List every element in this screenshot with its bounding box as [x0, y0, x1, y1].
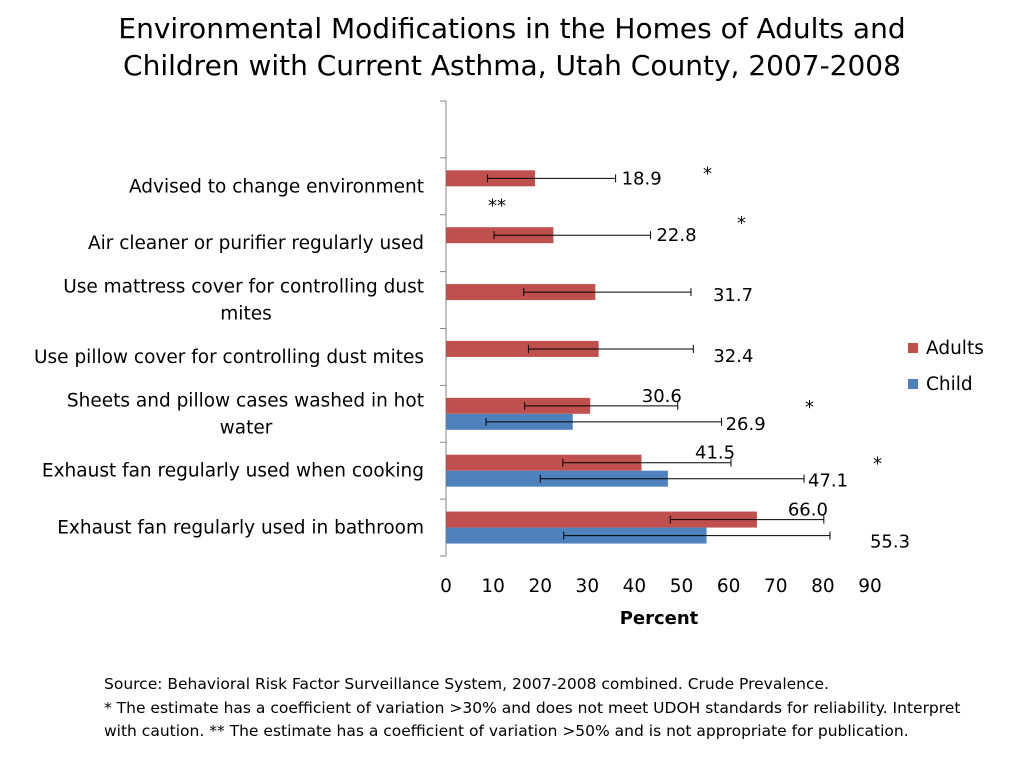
bar-adults [446, 454, 642, 471]
legend-label-child: Child [926, 374, 973, 395]
category-label: Air cleaner or purifier regularly used [88, 233, 424, 254]
x-tick-label: 50 [670, 576, 694, 597]
data-label-child: 55.3 [870, 532, 910, 553]
category-label: Exhaust fan regularly used when cooking [42, 461, 424, 482]
data-label-adults: 66.0 [788, 500, 828, 521]
x-tick-label: 10 [481, 576, 505, 597]
legend-swatch-child [908, 379, 918, 389]
x-tick-label: 0 [440, 576, 452, 597]
data-label-adults: 22.8 [656, 225, 696, 246]
reliability-flag: * [805, 397, 814, 418]
data-label-adults: 18.9 [622, 168, 662, 189]
reliability-note-2: with caution. ** The estimate has a coef… [104, 722, 909, 740]
legend-label-adults: Adults [926, 338, 984, 359]
data-label-adults: 41.5 [695, 443, 735, 464]
data-label-child: 26.9 [726, 414, 766, 435]
data-label-adults: 31.7 [713, 285, 753, 306]
x-axis-title: Percent [620, 608, 699, 629]
chart-title: Environmental Modifications in the Homes… [0, 10, 1024, 84]
x-tick-label: 30 [576, 576, 600, 597]
data-label-adults: 30.6 [642, 386, 682, 407]
legend-swatch-adults [908, 343, 918, 353]
bar-adults [446, 340, 599, 357]
bar-adults [446, 511, 757, 528]
category-label: Sheets and pillow cases washed in hot [67, 390, 424, 411]
chart-title-line-1: Environmental Modifications in the Homes… [118, 12, 906, 45]
data-label-adults: 32.4 [713, 346, 753, 367]
x-tick-label: 20 [528, 576, 552, 597]
source-note: Source: Behavioral Risk Factor Surveilla… [104, 675, 829, 693]
x-tick-label: 40 [623, 576, 647, 597]
footnotes: Source: Behavioral Risk Factor Surveilla… [104, 673, 1004, 744]
data-label-child: ** [488, 195, 506, 216]
reliability-flag: * [703, 163, 712, 184]
x-tick-label: 90 [858, 576, 882, 597]
data-label-child: 47.1 [808, 471, 848, 492]
category-label: Advised to change environment [129, 176, 424, 197]
category-label: Use pillow cover for controlling dust mi… [34, 347, 424, 368]
category-label: mites [220, 304, 271, 325]
reliability-flag: * [873, 454, 882, 475]
bar-adults [446, 397, 591, 414]
reliability-note-1: * The estimate has a coefficient of vari… [104, 698, 961, 717]
bar-chart: Advised to change environment 18.9 ***Air … [34, 100, 984, 629]
reliability-flag: * [737, 213, 746, 234]
x-tick-label: 60 [717, 576, 741, 597]
x-tick-label: 70 [764, 576, 788, 597]
category-label: Use mattress cover for controlling dust [63, 277, 424, 298]
bar-adults [446, 284, 596, 301]
x-tick-label: 80 [811, 576, 835, 597]
category-label: water [220, 417, 273, 438]
chart-title-line-2: Children with Current Asthma, Utah Count… [123, 49, 901, 82]
category-label: Exhaust fan regularly used in bathroom [57, 518, 424, 539]
